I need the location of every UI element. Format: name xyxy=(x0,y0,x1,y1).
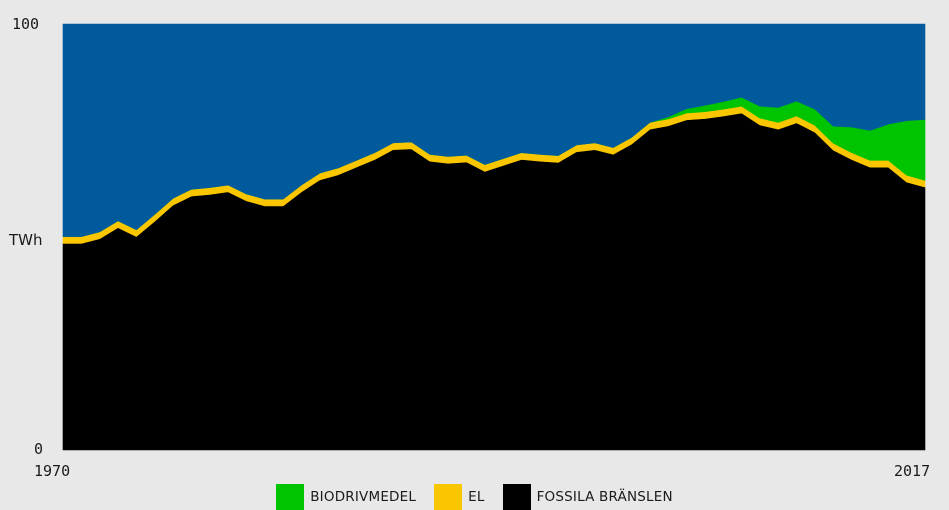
x-tick-label-start: 1970 xyxy=(34,462,71,480)
legend-item-biodrivmedel: BIODRIVMEDEL xyxy=(276,484,416,510)
y-tick-label-min: 0 xyxy=(34,440,44,458)
y-axis-label: TWh xyxy=(9,231,43,249)
legend-label-el: EL xyxy=(468,489,485,505)
legend-item-el: EL xyxy=(434,484,484,510)
legend-label-fossila-branslen: FOSSILA BRÄNSLEN xyxy=(536,489,673,505)
area-series-3 xyxy=(62,23,926,237)
legend-swatch-biodrivmedel xyxy=(276,484,305,510)
legend: BIODRIVMEDEL EL FOSSILA BRÄNSLEN xyxy=(0,484,949,510)
legend-item-fossila-branslen: FOSSILA BRÄNSLEN xyxy=(502,484,673,510)
legend-swatch-fossila-branslen xyxy=(502,484,531,510)
legend-label-biodrivmedel: BIODRIVMEDEL xyxy=(310,489,417,505)
legend-swatch-el xyxy=(434,484,463,510)
y-tick-label-max: 100 xyxy=(12,15,40,33)
x-tick-label-end: 2017 xyxy=(894,462,931,480)
